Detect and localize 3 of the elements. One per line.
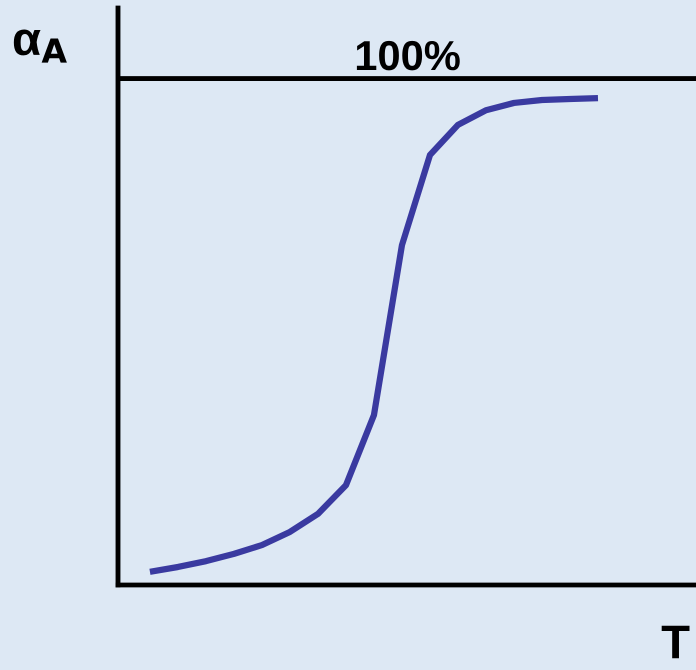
annotation: 100% [356,40,460,70]
x-axis-title: T [662,626,690,658]
y-axis-title: α$_{A}$ [14,30,67,63]
